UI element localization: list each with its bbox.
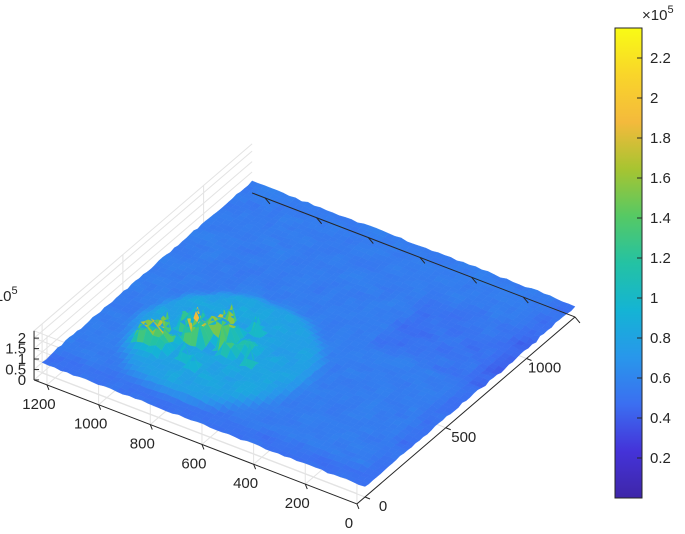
x-tick-label: 0	[379, 498, 387, 515]
y-tick	[46, 384, 50, 391]
gridline	[33, 150, 253, 339]
box-edge	[33, 143, 253, 332]
colorbar-tick-label: 1.6	[650, 170, 671, 187]
colorbar-tick-label: 1.8	[650, 130, 671, 147]
y-tick	[316, 217, 323, 225]
z-tick-label: 1.5	[5, 341, 26, 358]
y-tick	[264, 197, 271, 205]
gridline	[33, 171, 253, 360]
y-tick	[149, 424, 153, 430]
colorbar-exponent: 5	[667, 4, 673, 16]
surface-patch	[564, 303, 576, 312]
y-tick	[367, 237, 374, 244]
z-tick-label: 0.5	[5, 361, 26, 378]
gridline	[33, 369, 358, 494]
x-tick-label: 1000	[528, 360, 561, 377]
y-axis-line	[251, 192, 576, 318]
y-tick-label: 600	[181, 455, 206, 472]
y-tick	[471, 276, 478, 284]
colorbar-tick-label: 2	[650, 90, 658, 107]
colorbar-tick-label: 0.2	[650, 450, 671, 467]
colorbar-gradient	[614, 27, 643, 499]
y-tick	[253, 464, 257, 470]
x-tick	[526, 358, 532, 361]
y-tick-label: 1000	[74, 416, 107, 433]
y-tick-label: 0	[345, 515, 353, 532]
gridline	[33, 161, 253, 349]
colorbar-tick-label: 1.4	[650, 210, 671, 227]
y-axis-line-front	[33, 379, 358, 505]
colorbar-tick-label: 0.8	[650, 330, 671, 347]
x-tick	[445, 427, 451, 431]
colorbar: 0.2 0.4 0.6 0.8 1 1.2 1.4 1.6 1.8 2 2.2 ×105	[614, 4, 674, 499]
z-tick-label: 0	[18, 372, 26, 389]
colorbar-tick-label: 0.6	[650, 370, 671, 387]
y-tick	[304, 483, 308, 490]
y-tick-label: 800	[130, 436, 155, 453]
z-exponent-label: ×105	[0, 285, 18, 305]
y-tick-label: 1200	[22, 396, 55, 413]
x-tick-label: 500	[451, 429, 476, 446]
y-tick	[356, 503, 360, 510]
y-tick	[522, 296, 529, 304]
z-tick-label: 1	[18, 351, 26, 368]
y-tick-label: 200	[285, 495, 310, 512]
z-tick-label: 2	[18, 330, 26, 347]
surface-plot	[41, 180, 576, 487]
y-tick	[201, 444, 205, 450]
y-tick	[419, 257, 426, 264]
x-axis-line	[356, 316, 576, 505]
colorbar-exponent-label: ×105	[642, 4, 674, 24]
z-exponent: 5	[12, 285, 18, 297]
y-tick	[98, 404, 102, 410]
y-tick-label: 400	[233, 475, 258, 492]
colorbar-tick-label: 1.2	[650, 250, 671, 267]
x-tick	[364, 496, 371, 500]
axes: 0500100002004006008001000120000.511.52×1…	[0, 192, 581, 532]
colorbar-tick-label: 0.4	[650, 410, 671, 427]
colorbar-tick-label: 2.2	[650, 50, 671, 67]
colorbar-tick-label: 1	[650, 290, 658, 307]
y-tick	[574, 316, 581, 324]
